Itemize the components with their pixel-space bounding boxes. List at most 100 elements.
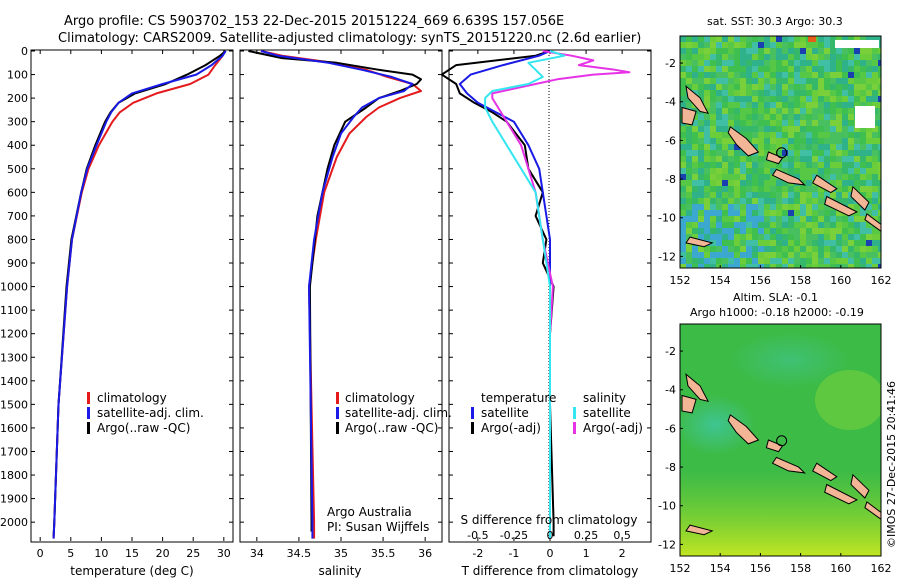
sst-cell [824,108,830,114]
sst-cell [692,120,698,126]
sst-cell [872,84,878,90]
sst-cell [806,72,812,78]
legend-label-argo: Argo(..raw -QC) [97,421,190,435]
sst-cell [698,210,704,216]
depth-tick-label: 100 [7,69,28,82]
sst-cell [746,66,752,72]
sst-cell [686,42,692,48]
sst-cell [686,48,692,54]
sst-cell [710,96,716,102]
sst-cell [854,54,860,60]
sst-cell [812,114,818,120]
legend-swatch-satellite [336,407,339,419]
sst-cell [686,222,692,228]
sst-cell [878,42,881,48]
sst-cell [794,132,800,138]
sst-cell [800,84,806,90]
sst-cell [788,264,794,268]
sst-cell [740,84,746,90]
sst-cell [728,66,734,72]
sst-cell [872,210,878,216]
sst-cell [824,120,830,126]
sst-cell [692,42,698,48]
series-line-argo-raw-qc [248,50,422,532]
sst-cell [698,84,704,90]
temperature-axis-label: temperature (deg C) [70,564,193,578]
sst-cell [806,84,812,90]
sst-cell [758,96,764,102]
sst-cell [752,132,758,138]
sst-cell [866,72,872,78]
sst-cell [752,138,758,144]
sst-cell [872,54,878,60]
depth-tick-label: 400 [7,139,28,152]
sst-cell [872,162,878,168]
sst-cell [836,240,842,246]
sst-cell [800,120,806,126]
sst-cell [782,102,788,108]
sst-cell [716,132,722,138]
lon-tick-label: 158 [790,562,811,575]
sst-cell [722,144,728,150]
sst-cell [806,252,812,258]
sst-cell [824,54,830,60]
sst-cell [866,138,872,144]
sst-cell [752,258,758,264]
sst-cell [866,264,872,268]
sst-cell [716,84,722,90]
sst-cell [704,126,710,132]
sst-cell [746,72,752,78]
sst-cell [842,126,848,132]
sst-cell [698,78,704,84]
sst-cell [764,138,770,144]
sst-cell [836,108,842,114]
sst-cell [716,174,722,180]
sst-cell [800,108,806,114]
sst-cell [878,252,881,258]
sst-cell [734,96,740,102]
sst-map-title: sat. SST: 30.3 Argo: 30.3 [707,15,843,28]
sst-cell [680,168,686,174]
imos-credit: ©IMOS 27-Dec-2015 20:41:46 [885,381,898,548]
sst-cell [824,42,830,48]
sst-cell [746,228,752,234]
argo-position-circle [776,147,788,159]
sst-cell [788,126,794,132]
sst-cell [788,222,794,228]
sst-cell [686,246,692,252]
sst-cell [710,258,716,264]
sst-cell [698,162,704,168]
depth-tick-label: 700 [7,210,28,223]
sst-cell [800,114,806,120]
sst-cell [776,198,782,204]
sst-cell [740,210,746,216]
sst-cell [740,252,746,258]
sst-cell [782,192,788,198]
sst-cell [710,144,716,150]
sst-cell [818,246,824,252]
sst-cell [878,132,881,138]
sst-cell [770,198,776,204]
temperature-plot-frame [30,49,234,543]
sst-cell [800,102,806,108]
sst-cell [764,120,770,126]
sst-cell [824,96,830,102]
sst-cell [848,60,854,66]
sst-cell [722,192,728,198]
sst-cell [740,180,746,186]
sst-cell [860,264,866,268]
sst-cell [878,84,881,90]
sst-cell [722,168,728,174]
sst-cell [800,54,806,60]
sst-cell [872,264,878,268]
sst-cell [734,156,740,162]
sst-cell [758,222,764,228]
sst-map-panel: sat. SST: 30.3 Argo: 30.3 152 154 156 158 16… [658,15,891,287]
sst-cell [842,102,848,108]
sst-cell [872,36,878,42]
sst-cell [830,132,836,138]
sst-cell [812,48,818,54]
sst-cell [722,66,728,72]
sst-cell [866,36,872,42]
sst-cell [728,204,734,210]
